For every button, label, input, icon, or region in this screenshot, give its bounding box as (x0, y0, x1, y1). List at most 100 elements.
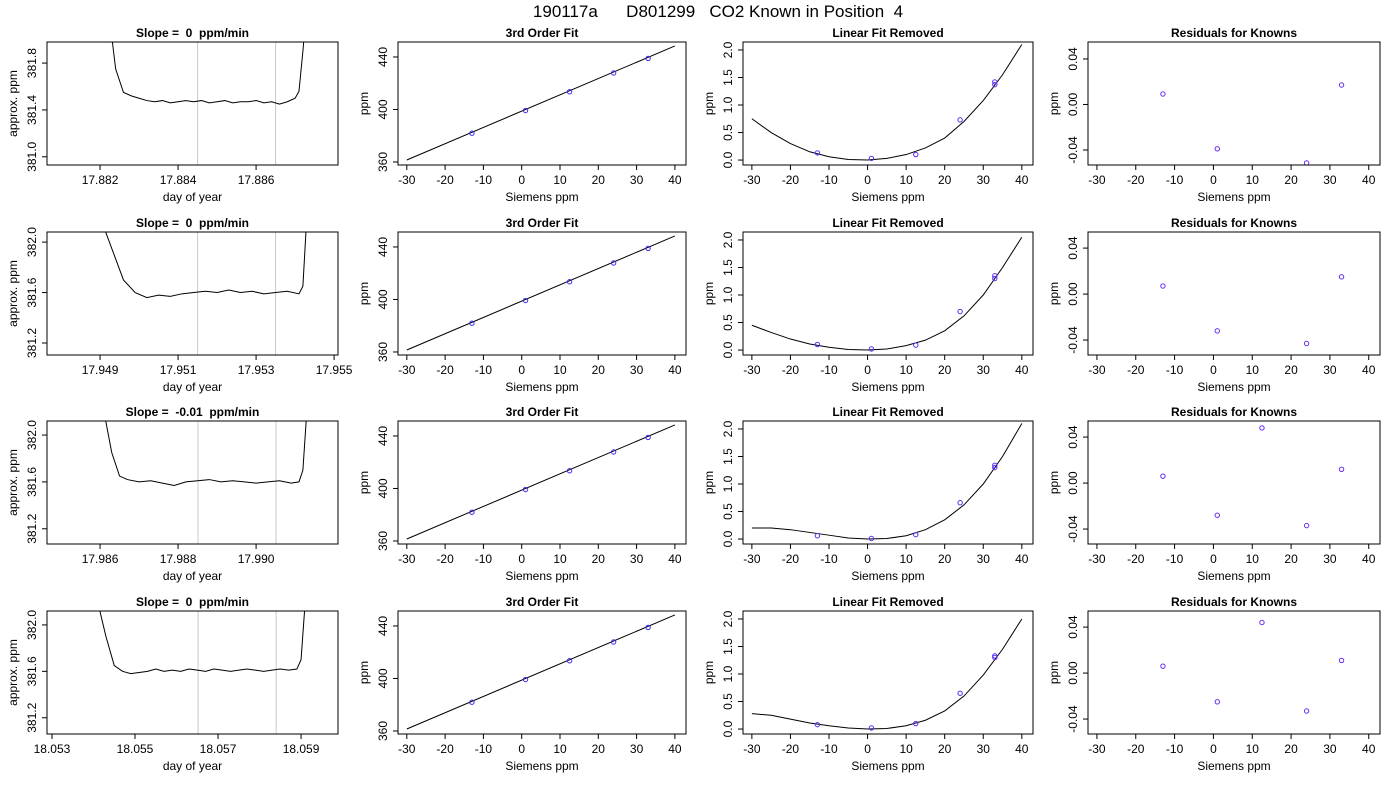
data-point (868, 346, 875, 352)
panel: 3rd Order Fit Siemens ppm ppm -30 -20 -10 0 10 2… (357, 216, 687, 394)
x-tick-label: 40 (668, 742, 682, 756)
y-tick-label: 0.0 (721, 151, 735, 168)
plot-frame (742, 420, 1034, 545)
data-point (610, 260, 617, 266)
x-tick-label: 10 (553, 363, 567, 377)
x-tick-label: 0 (518, 363, 525, 377)
plot-frame (397, 41, 687, 166)
x-tick-label: 20 (938, 552, 952, 566)
data-point (957, 117, 963, 123)
plot-area (99, 611, 306, 734)
data-point (992, 462, 998, 469)
y-tick-label: 381.6 (25, 467, 39, 497)
x-tick-label: 40 (1015, 173, 1029, 187)
plot-frame (1087, 231, 1381, 356)
y-tick-label: 1.0 (721, 475, 735, 492)
y-axis-label: ppm (357, 471, 371, 494)
x-tick-label: -30 (398, 173, 416, 187)
x-tick-label: 10 (553, 552, 567, 566)
x-tick-label: -30 (398, 552, 416, 566)
x-tick-label: -30 (1088, 742, 1106, 756)
x-tick-label: 17.882 (82, 173, 119, 187)
x-tick-label: 0 (864, 363, 871, 377)
data-point (645, 434, 651, 441)
y-tick-label: 0.0 (721, 720, 735, 737)
plot-area (111, 42, 305, 165)
data-line (406, 45, 676, 161)
x-tick-label: 17.986 (82, 552, 119, 566)
x-tick-label: 20 (1284, 173, 1298, 187)
panel: Linear Fit Removed Siemens ppm ppm -30 -20 -1… (702, 595, 1034, 773)
x-axis-label: Siemens ppm (1197, 190, 1270, 204)
y-tick-label: 0.00 (1066, 661, 1080, 685)
x-tick-label: 20 (592, 742, 606, 756)
x-tick-label: 10 (899, 363, 913, 377)
y-axis-label: approx. ppm (6, 639, 20, 706)
x-tick-label: -20 (1127, 552, 1145, 566)
x-tick-label: -20 (436, 363, 454, 377)
panel-title: Residuals for Knowns (1171, 216, 1297, 230)
x-tick-label: -20 (782, 742, 800, 756)
panel-title: 3rd Order Fit (506, 405, 579, 419)
x-tick-label: 10 (899, 742, 913, 756)
data-point (868, 725, 875, 731)
panel: Residuals for Knowns Siemens ppm ppm -30 -20… (1047, 216, 1381, 394)
data-line (406, 235, 676, 351)
y-tick-label: 381.6 (25, 277, 39, 307)
y-tick-label: 0.0 (721, 341, 735, 358)
data-point (992, 464, 998, 471)
data-point (1160, 283, 1166, 289)
x-tick-label: 30 (1323, 173, 1337, 187)
panel: Slope = 0 ppm/min day of year approx. ppm 1… (6, 595, 339, 773)
data-point (522, 486, 529, 493)
y-tick-label: 0.00 (1066, 282, 1080, 306)
data-point (610, 639, 617, 645)
x-axis-label: Siemens ppm (1197, 569, 1270, 583)
plot-area (1160, 619, 1345, 714)
y-tick-label: 360 (376, 531, 390, 551)
x-tick-label: -10 (1166, 552, 1184, 566)
data-point (957, 690, 963, 696)
data-point (1303, 340, 1310, 347)
x-tick-label: 10 (553, 742, 567, 756)
y-axis-label: ppm (1047, 282, 1061, 305)
y-tick-label: 0.04 (1066, 236, 1080, 260)
x-tick-label: 10 (1246, 173, 1260, 187)
y-tick-label: 381.4 (25, 95, 39, 125)
panel: Slope = 0 ppm/min day of year approx. ppm 1… (6, 216, 353, 394)
data-point (566, 468, 573, 474)
x-tick-label: -20 (436, 552, 454, 566)
x-tick-label: 0 (864, 742, 871, 756)
x-tick-label: 20 (1284, 552, 1298, 566)
plot-area (751, 618, 1023, 731)
plot-area (406, 45, 676, 161)
data-point (522, 676, 529, 683)
x-tick-label: -30 (743, 552, 761, 566)
y-tick-label: 381.2 (25, 513, 39, 543)
x-tick-label: 0 (1210, 552, 1217, 566)
x-tick-label: 0 (864, 552, 871, 566)
data-point (1214, 328, 1221, 334)
y-tick-label: 400 (376, 668, 390, 688)
x-tick-label: -10 (820, 552, 838, 566)
x-tick-label: 17.949 (82, 363, 119, 377)
data-line (751, 44, 1023, 161)
x-tick-label: -10 (475, 173, 493, 187)
panel: Residuals for Knowns Siemens ppm ppm -30 -20… (1047, 405, 1381, 583)
y-tick-label: 2.0 (721, 420, 735, 437)
data-point (610, 70, 617, 76)
data-point (1160, 91, 1166, 97)
plot-frame (1087, 41, 1381, 166)
plot-frame (397, 420, 687, 545)
plot-area (105, 232, 307, 355)
plot-area (751, 236, 1023, 352)
data-line (751, 236, 1023, 351)
x-axis-label: Siemens ppm (505, 569, 578, 583)
plot-frame (742, 610, 1034, 735)
data-point (913, 151, 919, 158)
x-tick-label: 40 (668, 552, 682, 566)
panel: Linear Fit Removed Siemens ppm ppm -30 -20 -1… (702, 26, 1034, 204)
x-tick-label: 10 (553, 173, 567, 187)
x-tick-label: 20 (1284, 363, 1298, 377)
plot-frame (1087, 610, 1381, 735)
